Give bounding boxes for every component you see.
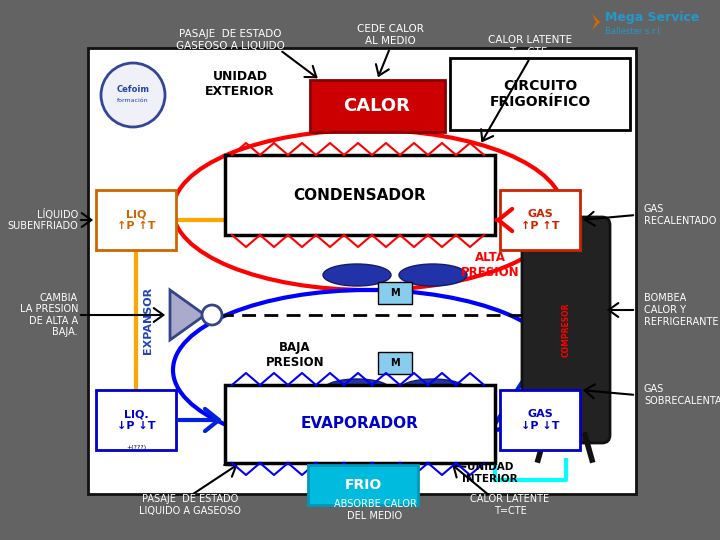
Text: UNIDAD
EXTERIOR: UNIDAD EXTERIOR xyxy=(205,70,275,98)
Text: M: M xyxy=(390,358,400,368)
Polygon shape xyxy=(170,290,205,340)
Text: ABSORBE CALOR
DEL MEDIO: ABSORBE CALOR DEL MEDIO xyxy=(333,499,416,521)
Ellipse shape xyxy=(399,379,467,401)
FancyBboxPatch shape xyxy=(225,385,495,463)
FancyBboxPatch shape xyxy=(310,80,445,132)
FancyBboxPatch shape xyxy=(96,190,176,250)
FancyBboxPatch shape xyxy=(88,48,636,494)
Text: GAS
RECALENTADO: GAS RECALENTADO xyxy=(644,204,716,226)
Text: CEDE CALOR
AL MEDIO: CEDE CALOR AL MEDIO xyxy=(356,24,423,46)
Circle shape xyxy=(101,63,165,127)
Text: formación: formación xyxy=(117,98,149,103)
FancyBboxPatch shape xyxy=(378,282,412,304)
Text: GAS
↑P ↑T: GAS ↑P ↑T xyxy=(521,209,559,231)
Text: ALTA
PRESION: ALTA PRESION xyxy=(461,251,519,279)
Text: BOMBEA
CALOR Y
REFRIGERANTE: BOMBEA CALOR Y REFRIGERANTE xyxy=(644,293,719,327)
Text: PASAJE  DE ESTADO
GASEOSO A LIQUIDO: PASAJE DE ESTADO GASEOSO A LIQUIDO xyxy=(176,29,284,51)
Text: Mega Service: Mega Service xyxy=(605,11,699,24)
Text: CALOR LATENTE: CALOR LATENTE xyxy=(488,35,572,45)
Text: GAS
SOBRECALENTADO: GAS SOBRECALENTADO xyxy=(644,384,720,406)
FancyBboxPatch shape xyxy=(500,390,580,450)
Text: LÍQUIDO
SUBENFRIADO: LÍQUIDO SUBENFRIADO xyxy=(7,208,78,231)
Ellipse shape xyxy=(399,264,467,286)
Text: FRIO: FRIO xyxy=(344,478,382,492)
Ellipse shape xyxy=(323,264,391,286)
FancyBboxPatch shape xyxy=(96,390,176,450)
Text: EVAPORADOR: EVAPORADOR xyxy=(301,416,419,431)
FancyBboxPatch shape xyxy=(500,190,580,250)
Text: Ballester s.r.l.: Ballester s.r.l. xyxy=(605,28,662,37)
FancyBboxPatch shape xyxy=(378,352,412,374)
FancyBboxPatch shape xyxy=(450,58,630,130)
FancyBboxPatch shape xyxy=(522,217,610,443)
Text: COMPRESOR: COMPRESOR xyxy=(562,303,570,357)
Text: CIRCUITO
FRIGORÍFICO: CIRCUITO FRIGORÍFICO xyxy=(490,79,590,109)
Polygon shape xyxy=(592,14,600,30)
Text: BAJA
PRESION: BAJA PRESION xyxy=(266,341,324,369)
Text: LIQ.
↓P ↓T: LIQ. ↓P ↓T xyxy=(117,409,156,431)
Text: CALOR: CALOR xyxy=(343,97,410,115)
Text: LIQ
↑P ↑T: LIQ ↑P ↑T xyxy=(117,209,156,231)
FancyBboxPatch shape xyxy=(308,465,418,505)
Text: UNIDAD
INTERIOR: UNIDAD INTERIOR xyxy=(462,462,518,484)
Text: M: M xyxy=(390,288,400,298)
Text: +(???): +(???) xyxy=(126,444,146,449)
Text: EXPANSOR: EXPANSOR xyxy=(143,286,153,354)
Text: CAMBIA
LA PRESION
DE ALTA A
BAJA.: CAMBIA LA PRESION DE ALTA A BAJA. xyxy=(19,293,78,338)
Ellipse shape xyxy=(323,379,391,401)
Circle shape xyxy=(202,305,222,325)
Text: CONDENSADOR: CONDENSADOR xyxy=(294,187,426,202)
Text: CALOR LATENTE
T=CTE: CALOR LATENTE T=CTE xyxy=(470,494,549,516)
FancyBboxPatch shape xyxy=(225,155,495,235)
Text: Cefoim: Cefoim xyxy=(117,85,150,94)
Text: T= CTE.: T= CTE. xyxy=(509,47,551,57)
Text: PASAJE  DE ESTADO
LIQUIDO A GASEOSO: PASAJE DE ESTADO LIQUIDO A GASEOSO xyxy=(139,494,241,516)
Text: GAS
↓P ↓T: GAS ↓P ↓T xyxy=(521,409,559,431)
